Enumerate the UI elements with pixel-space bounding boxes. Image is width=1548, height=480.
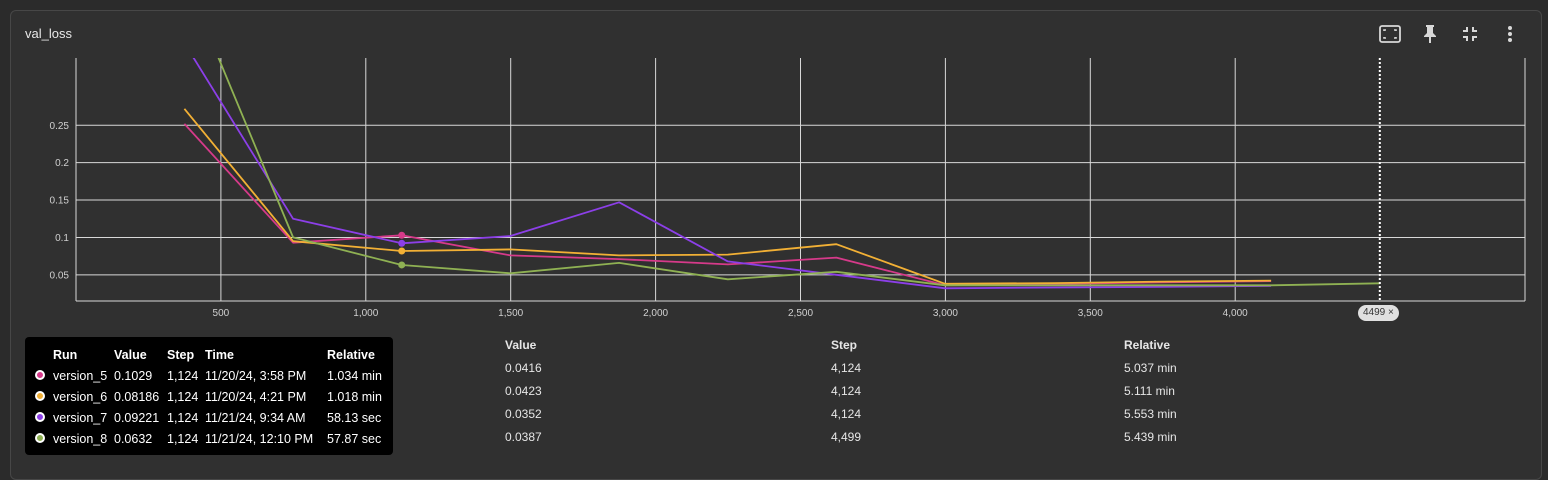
tooltip-value: 0.0632 (114, 432, 153, 446)
hover-point-version_5 (398, 231, 406, 239)
y-tick-label: 0.25 (50, 121, 70, 132)
more-options-button[interactable] (1490, 22, 1530, 46)
tooltip-relative: 1.018 min (327, 390, 382, 404)
tooltip-value: 0.08186 (114, 390, 160, 404)
tooltip-relative: 1.034 min (327, 369, 382, 383)
table-cell-relative: 5.111 min (1124, 384, 1175, 398)
table-cell-relative: 5.037 min (1124, 361, 1177, 375)
x-tick-label: 1,000 (353, 308, 378, 319)
tooltip-run: version_8 (53, 432, 108, 446)
relative-column-header[interactable]: Relative (1124, 338, 1171, 352)
tooltip-header-step: Step (167, 348, 195, 362)
tooltip-run: version_5 (53, 369, 108, 383)
y-tick-label: 0.1 (55, 233, 69, 244)
y-tick-label: 0.15 (50, 196, 70, 207)
run-color-dot (35, 433, 45, 443)
x-tick-label: 4,000 (1223, 308, 1248, 319)
tooltip-value: 0.09221 (114, 411, 160, 425)
tooltip-time: 11/21/24, 9:34 AM (205, 411, 306, 425)
tooltip-header-run: Run (53, 348, 78, 362)
table-cell-step: 4,499 (831, 430, 862, 444)
table-cell-value: 0.0423 (505, 384, 542, 398)
hover-point-version_8 (398, 261, 406, 269)
series-line-version_8 (217, 58, 1380, 287)
table-cell-value: 0.0352 (505, 407, 542, 421)
pin-button[interactable] (1410, 22, 1450, 46)
x-tick-label: 3,000 (933, 308, 958, 319)
tooltip-step: 1,124 (167, 432, 199, 446)
collapse-icon (1463, 27, 1477, 41)
card-toolbar (1370, 22, 1530, 46)
tooltip-header-value: Value (114, 348, 147, 362)
step-column-header[interactable]: Step (831, 338, 858, 352)
value-column-header[interactable]: Value (505, 338, 537, 352)
y-tick-label: 0.2 (55, 158, 69, 169)
tooltip-header-relative: Relative (327, 348, 375, 362)
fit-domain-icon (1379, 25, 1401, 43)
table-cell-step: 4,124 (831, 407, 862, 421)
hover-point-version_7 (398, 239, 406, 247)
x-tick-label: 2,000 (643, 308, 668, 319)
x-tick-label: 500 (213, 308, 230, 319)
table-cell-value: 0.0387 (505, 430, 542, 444)
tooltip-time: 11/20/24, 4:21 PM (205, 390, 307, 404)
tooltip-value: 0.1029 (114, 369, 153, 383)
hover-point-version_6 (398, 247, 406, 255)
table-cell-relative: 5.553 min (1124, 407, 1177, 421)
x-tick-label: 3,500 (1078, 308, 1103, 319)
table-cell-step: 4,124 (831, 361, 862, 375)
x-tick-label: 2,500 (788, 308, 813, 319)
fit-domain-button[interactable] (1370, 22, 1410, 46)
tooltip-run: version_6 (53, 390, 108, 404)
table-cell-relative: 5.439 min (1124, 430, 1177, 444)
run-color-dot (35, 412, 45, 422)
line-chart[interactable]: 500 1,000 1,500 2,000 2,500 3,000 3,500 4,000 0.… (0, 0, 1548, 330)
tooltip-step: 1,124 (167, 411, 199, 425)
tooltip-time: 11/21/24, 12:10 PM (205, 432, 314, 446)
series-line-version_7 (192, 58, 1272, 290)
tooltip-step: 1,124 (167, 369, 199, 383)
table-cell-value: 0.0416 (505, 361, 542, 375)
more-vert-icon (1508, 26, 1512, 42)
collapse-button[interactable] (1450, 22, 1490, 46)
hover-step-label: 4499 (1363, 307, 1386, 318)
tooltip-time: 11/20/24, 3:58 PM (205, 369, 307, 383)
y-tick-label: 0.05 (50, 270, 70, 281)
pin-icon (1424, 25, 1436, 43)
table-cell-step: 4,124 (831, 384, 862, 398)
hover-step-chip[interactable]: 4499 × (1358, 305, 1399, 321)
tooltip-run: version_7 (53, 411, 108, 425)
run-color-dot (35, 391, 45, 401)
series-line-version_6 (183, 108, 1272, 285)
tooltip-relative: 57.87 sec (327, 432, 382, 446)
hover-tooltip: Run Value Step Time Relative version_5 0… (25, 337, 393, 455)
x-tick-label: 1,500 (498, 308, 523, 319)
tooltip-relative: 58.13 sec (327, 411, 382, 425)
chart-title: val_loss (25, 26, 72, 41)
tooltip-header-time: Time (205, 348, 234, 362)
run-color-dot (35, 370, 45, 380)
tooltip-step: 1,124 (167, 390, 199, 404)
